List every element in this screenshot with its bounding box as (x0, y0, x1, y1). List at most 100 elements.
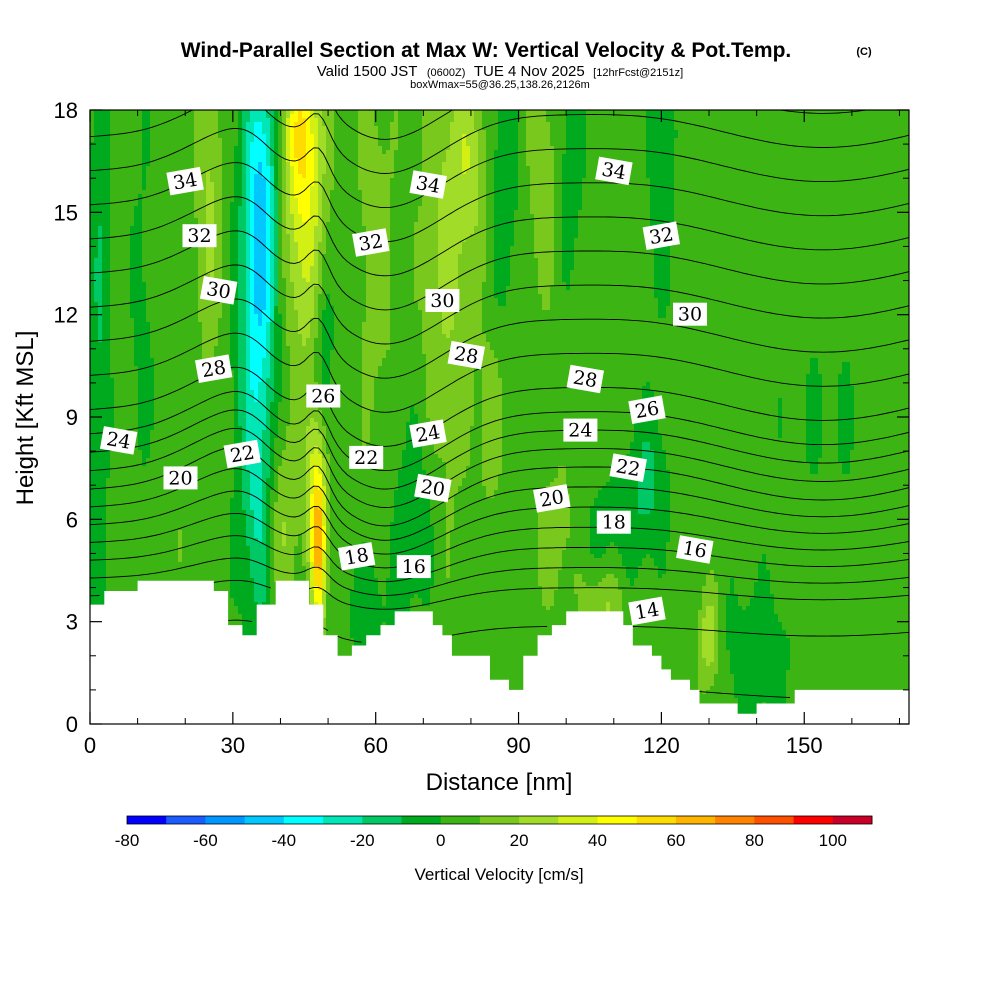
velocity-cell (338, 110, 343, 115)
velocity-cell (858, 114, 863, 119)
velocity-cell (770, 122, 775, 127)
velocity-cell (814, 114, 819, 119)
velocity-cell (230, 122, 235, 127)
velocity-cell (366, 114, 371, 119)
velocity-cell (534, 122, 539, 127)
velocity-cell (646, 118, 651, 123)
velocity-cell (114, 122, 119, 127)
velocity-cell (514, 110, 519, 115)
velocity-cell (402, 110, 407, 115)
velocity-cell (242, 114, 247, 119)
velocity-cell (778, 122, 783, 127)
velocity-cell (550, 110, 555, 115)
velocity-cell (606, 122, 611, 127)
velocity-cell (614, 122, 619, 127)
velocity-cell (98, 114, 103, 119)
velocity-cell (874, 114, 879, 119)
velocity-cell (102, 114, 107, 119)
velocity-cell (646, 110, 651, 115)
velocity-cell (866, 114, 871, 119)
velocity-cell (150, 118, 155, 123)
velocity-cell (314, 118, 319, 123)
velocity-cell (594, 122, 599, 127)
velocity-cell (354, 110, 359, 115)
velocity-cell (210, 110, 215, 115)
velocity-cell (578, 118, 583, 123)
velocity-cell (350, 114, 355, 119)
velocity-cell (626, 118, 631, 123)
velocity-cell (182, 122, 187, 127)
velocity-cell (690, 110, 695, 115)
velocity-cell (718, 122, 723, 127)
velocity-cell (882, 110, 887, 115)
velocity-cell (706, 122, 711, 127)
velocity-cell (234, 110, 239, 115)
velocity-cell (506, 114, 511, 119)
velocity-cell (570, 110, 575, 115)
velocity-cell (842, 114, 847, 119)
velocity-cell (706, 114, 711, 119)
velocity-cell (526, 122, 531, 127)
velocity-cell (774, 110, 779, 115)
velocity-cell (374, 122, 379, 127)
velocity-cell (522, 110, 527, 115)
velocity-cell (106, 110, 111, 115)
velocity-cell (678, 122, 683, 127)
velocity-cell (350, 122, 355, 127)
velocity-cell (302, 114, 307, 119)
velocity-cell (202, 122, 207, 127)
velocity-cell (210, 118, 215, 123)
velocity-cell (446, 118, 451, 123)
velocity-cell (806, 114, 811, 119)
velocity-cell (98, 122, 103, 127)
velocity-cell (162, 126, 167, 131)
velocity-cell (602, 110, 607, 115)
velocity-cell (870, 122, 875, 127)
velocity-cell (838, 122, 843, 127)
velocity-cell (210, 114, 215, 119)
velocity-cell (458, 118, 463, 123)
velocity-cell (442, 118, 447, 123)
velocity-cell (578, 122, 583, 127)
velocity-cell (214, 118, 219, 123)
velocity-cell (258, 110, 263, 115)
velocity-cell (534, 110, 539, 115)
velocity-cell (606, 118, 611, 123)
velocity-cell (250, 110, 255, 115)
velocity-cell (738, 122, 743, 127)
velocity-cell (122, 118, 127, 123)
velocity-cell (574, 110, 579, 115)
velocity-cell (282, 126, 287, 131)
velocity-cell (362, 118, 367, 123)
velocity-cell (90, 122, 95, 127)
velocity-cell (366, 118, 371, 123)
velocity-cell (634, 118, 639, 123)
velocity-cell (446, 122, 451, 127)
velocity-cell (266, 122, 271, 127)
velocity-cell (102, 122, 107, 127)
velocity-cell (178, 122, 183, 127)
velocity-cell (566, 122, 571, 127)
velocity-cell (474, 118, 479, 123)
velocity-cell (398, 118, 403, 123)
velocity-cell (698, 110, 703, 115)
velocity-cell (790, 114, 795, 119)
velocity-cell (818, 114, 823, 119)
velocity-cell (726, 110, 731, 115)
velocity-cell (310, 118, 315, 123)
velocity-cell (222, 110, 227, 115)
velocity-cell (206, 118, 211, 123)
velocity-cell (270, 126, 275, 131)
velocity-cell (126, 118, 131, 123)
velocity-cell (330, 122, 335, 127)
velocity-cell (630, 118, 635, 123)
velocity-cell (218, 114, 223, 119)
velocity-cell (682, 118, 687, 123)
velocity-cell (734, 114, 739, 119)
subtitle-utc: (0600Z) (427, 67, 466, 79)
velocity-cell (262, 118, 267, 123)
velocity-cell (522, 122, 527, 127)
velocity-cell (822, 114, 827, 119)
velocity-cell (506, 122, 511, 127)
velocity-cell (902, 110, 907, 115)
